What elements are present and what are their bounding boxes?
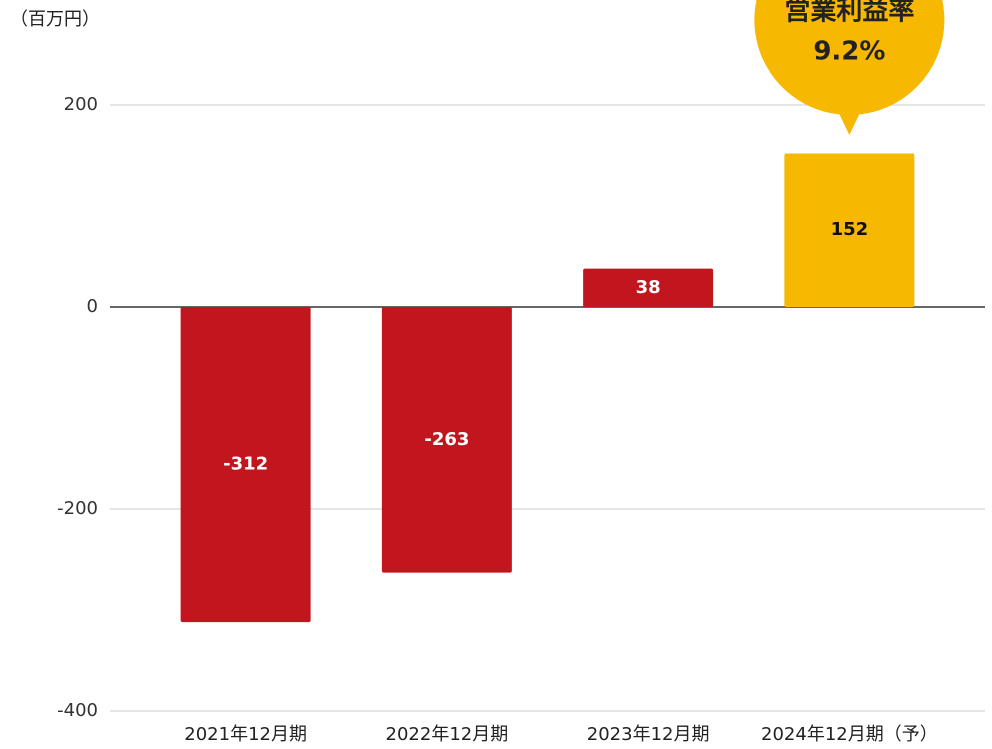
y-tick-label: -200	[57, 498, 98, 519]
annotation-text: 営業利益率	[784, 0, 914, 27]
data-label: 152	[831, 219, 869, 240]
bar	[583, 268, 714, 307]
x-tick-label: 2023年12月期	[587, 724, 710, 745]
unit-label: （百万円）	[10, 9, 100, 30]
x-tick-label: 2022年12月期	[386, 724, 509, 745]
annotation-text: 9.2%	[813, 37, 885, 67]
annotation-bubble	[754, 0, 945, 115]
y-tick-label: 200	[64, 94, 98, 115]
x-tick-label: 2021年12月期	[184, 724, 307, 745]
bar	[784, 153, 915, 307]
data-label: -263	[424, 429, 469, 450]
y-tick-label: -400	[57, 700, 98, 721]
annotation-pointer	[837, 110, 862, 135]
bar	[381, 307, 512, 573]
data-label: -312	[223, 454, 268, 475]
bar	[180, 307, 311, 623]
data-label: 38	[636, 277, 661, 298]
y-tick-label: 0	[87, 296, 98, 317]
x-tick-label: 2024年12月期（予）	[761, 724, 938, 745]
